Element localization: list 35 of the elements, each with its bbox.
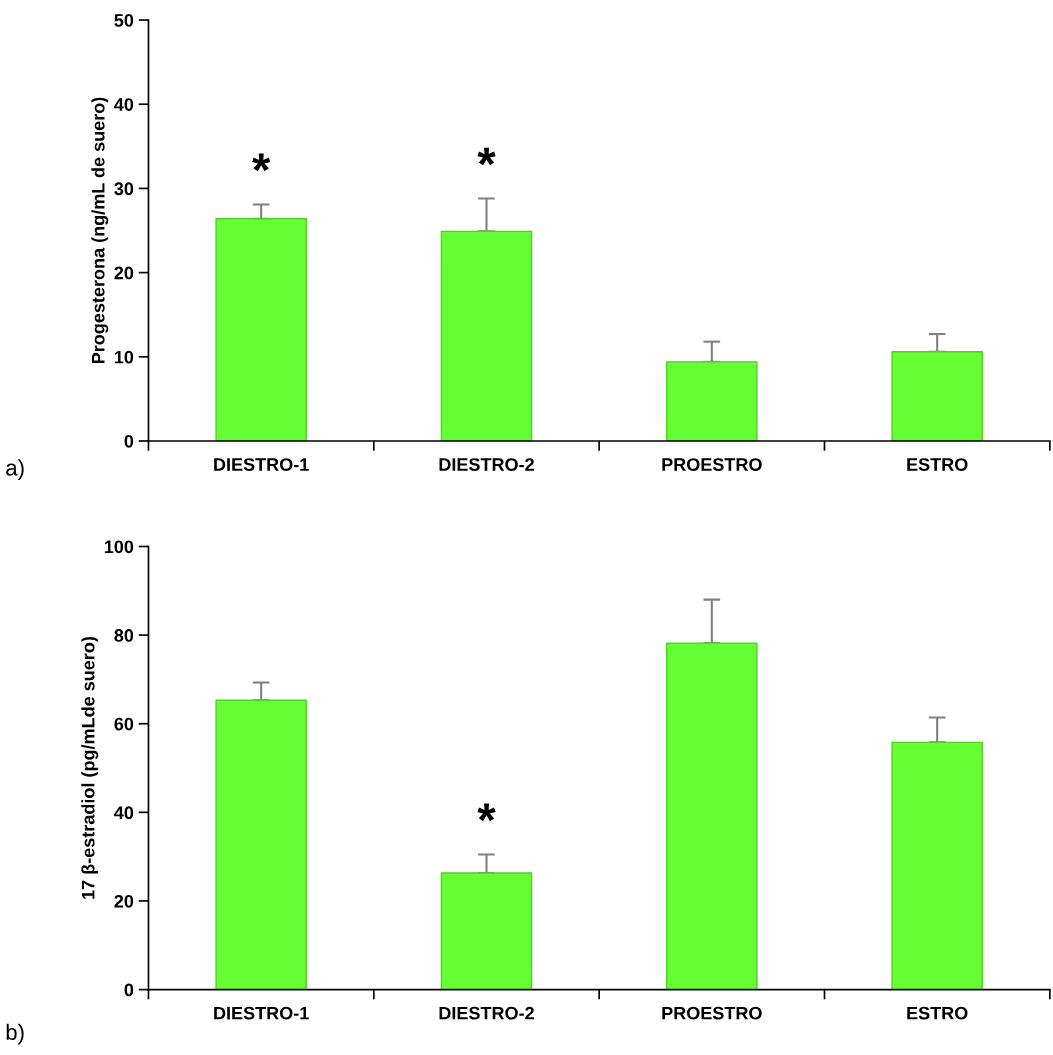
text: b): [6, 1023, 24, 1045]
x-tick-label: DIESTRO-2: [439, 1006, 534, 1020]
bar: [440, 872, 533, 990]
y-tick-label: 60: [114, 717, 134, 731]
y-tick-label: 40: [114, 98, 134, 111]
bar: [440, 230, 533, 441]
x-tick-label: ESTRO: [907, 458, 968, 471]
bar: [666, 361, 758, 441]
y-tick-label: 30: [114, 182, 134, 196]
bar: [666, 642, 758, 990]
y-tick-label: 20: [114, 894, 134, 908]
x-tick-label: DIESTRO-1: [214, 1006, 309, 1020]
y-tick-label: 50: [114, 13, 134, 27]
y-tick-label: 80: [114, 629, 134, 642]
annotation: *: [477, 803, 496, 822]
bar: [891, 351, 983, 441]
x-tick-label: PROESTRO: [662, 1006, 762, 1020]
y-tick-label: 100: [104, 540, 134, 554]
y-tick-label: 40: [114, 806, 134, 820]
y-tick-label: 20: [114, 266, 134, 280]
bar: [215, 218, 307, 441]
y-tick-label: 0: [124, 983, 134, 997]
x-tick-label: DIESTRO-2: [439, 458, 534, 471]
bar: [891, 741, 983, 990]
x-tick-label: DIESTRO-1: [214, 458, 309, 471]
y-tick-label: 10: [114, 350, 134, 364]
bar: [215, 699, 307, 990]
annotation: *: [252, 153, 271, 172]
y-tick-label: 0: [124, 434, 134, 448]
x-tick-label: ESTRO: [907, 1006, 968, 1020]
y-axis-title: Progesterona (ng/mL de suero): [91, 97, 109, 364]
text: a): [6, 459, 24, 481]
x-tick-label: PROESTRO: [662, 458, 762, 471]
annotation: *: [477, 147, 496, 166]
y-axis-title: 17 β-estradiol (pg/mLde suero): [81, 637, 99, 899]
